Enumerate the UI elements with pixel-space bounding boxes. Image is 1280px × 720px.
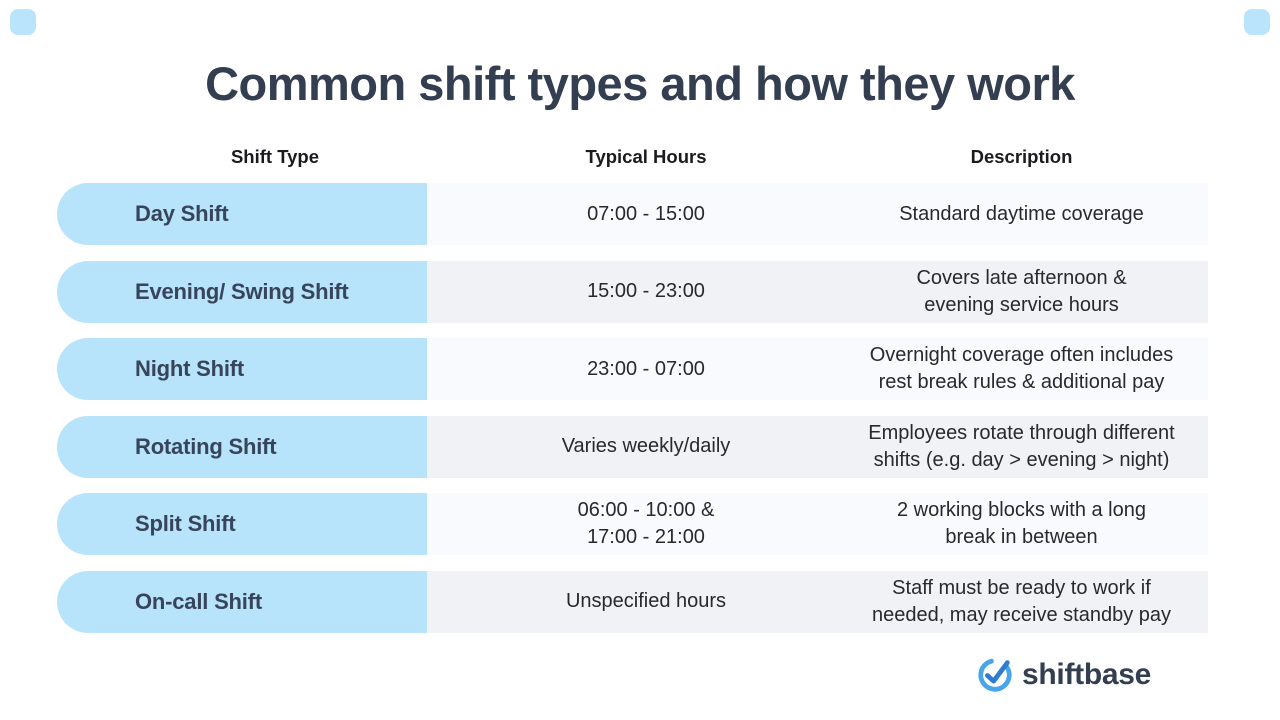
shift-type-pill: Rotating Shift — [57, 415, 427, 478]
description-cell: Standard daytime coverage — [865, 183, 1208, 245]
check-circle-icon — [978, 658, 1012, 692]
shift-type-pill: Day Shift — [57, 183, 427, 245]
table-row: Evening/ Swing Shift 15:00 - 23:00 Covers … — [57, 260, 1208, 323]
shiftbase-logo-text: shiftbase — [1022, 658, 1152, 691]
description-cell: Staff must be ready to work if needed, m… — [865, 570, 1208, 633]
column-header-typical-hours: Typical Hours — [585, 146, 707, 167]
typical-hours-cell: Varies weekly/daily — [427, 415, 865, 478]
shift-type-pill: On-call Shift — [57, 570, 427, 633]
typical-hours-cell: Unspecified hours — [427, 570, 865, 633]
table-row: On-call Shift Unspecified hours Staff must… — [57, 570, 1208, 633]
shiftbase-logo: shiftbase — [976, 655, 1151, 695]
description-cell: 2 working blocks with a long break in be… — [865, 493, 1208, 555]
column-header-shift-type: Shift Type — [230, 146, 320, 167]
page-title: Common shift types and how they work — [205, 57, 1075, 110]
description-cell: Covers late afternoon & evening service … — [865, 260, 1208, 323]
typical-hours-cell: 15:00 - 23:00 — [427, 260, 865, 323]
table-row: Day Shift 07:00 - 15:00 Standard daytime c… — [57, 183, 1208, 245]
shift-table-body: Day Shift 07:00 - 15:00 Standard daytime c… — [57, 183, 1208, 648]
typical-hours-cell: 06:00 - 10:00 & 17:00 - 21:00 — [427, 493, 865, 555]
corner-accent-right-icon — [1244, 9, 1270, 35]
table-header-row: Shift Type Typical Hours Description — [57, 146, 1208, 168]
shift-type-pill: Evening/ Swing Shift — [57, 260, 427, 323]
table-row: Rotating Shift Varies weekly/daily Employe… — [57, 415, 1208, 478]
column-header-description: Description — [970, 146, 1073, 167]
corner-accent-left-icon — [10, 9, 36, 35]
typical-hours-cell: 07:00 - 15:00 — [427, 183, 865, 245]
description-cell: Overnight coverage often includes rest b… — [865, 338, 1208, 400]
shift-type-pill: Night Shift — [57, 338, 427, 400]
table-row: Night Shift 23:00 - 07:00 Overnight covera… — [57, 338, 1208, 400]
shift-type-pill: Split Shift — [57, 493, 427, 555]
typical-hours-cell: 23:00 - 07:00 — [427, 338, 865, 400]
description-cell: Employees rotate through different shift… — [865, 415, 1208, 478]
table-row: Split Shift 06:00 - 10:00 & 17:00 - 21:00… — [57, 493, 1208, 555]
